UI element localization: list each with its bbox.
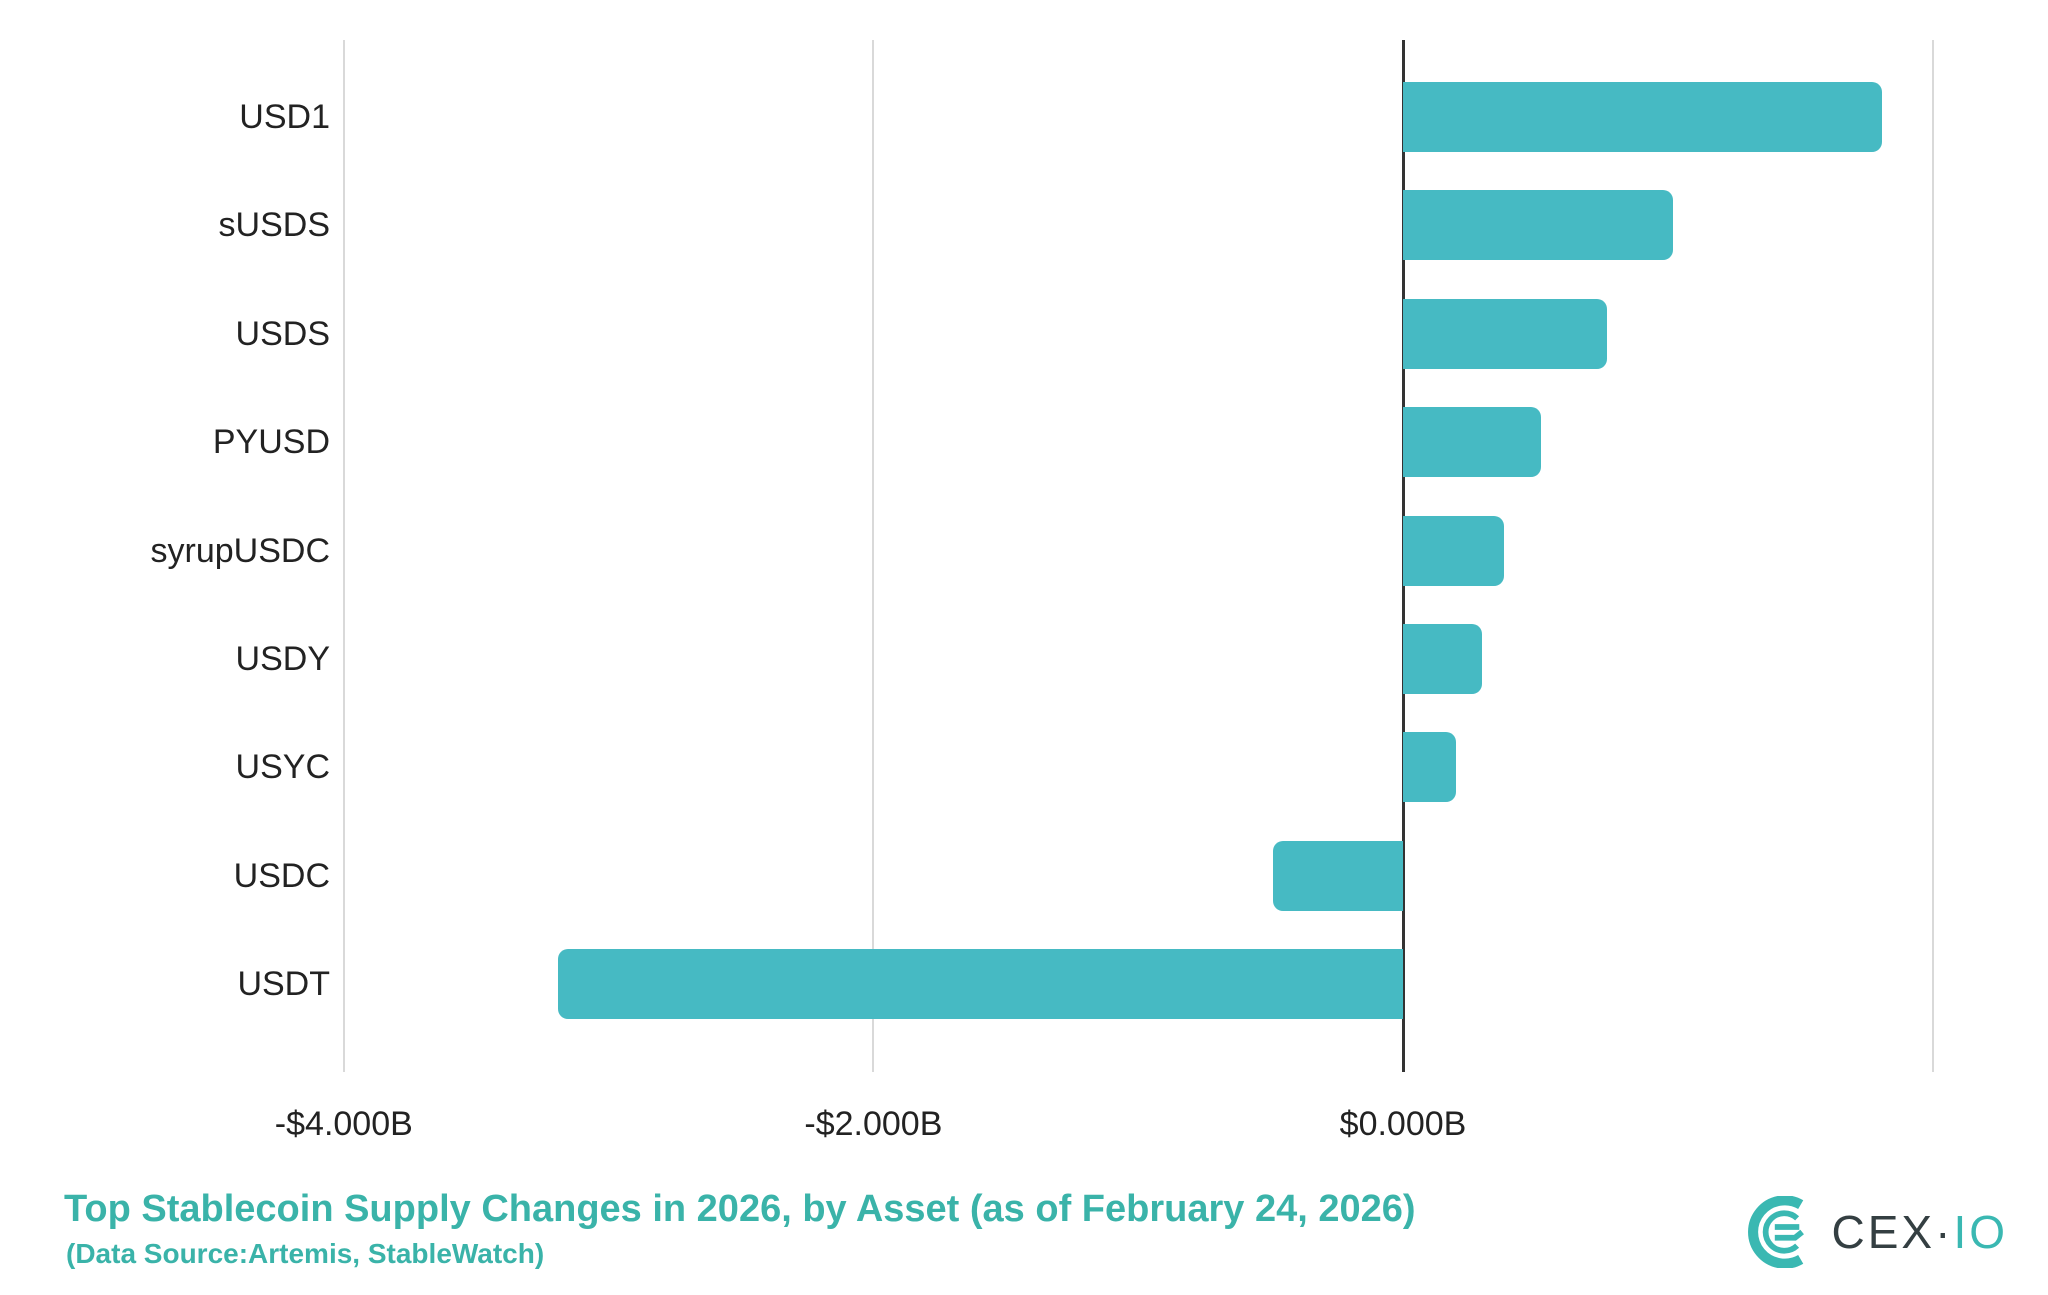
- chart-title: Top Stablecoin Supply Changes in 2026, b…: [64, 1188, 1416, 1230]
- cexio-logo-text: CEX·IO: [1832, 1205, 2008, 1259]
- cexio-logo-text-io: IO: [1953, 1206, 2008, 1258]
- category-label-usd1: USD1: [239, 98, 330, 136]
- gridline--4b: [342, 40, 345, 1072]
- category-label-syrupusdc: syrupUSDC: [150, 531, 330, 570]
- category-label-usds: USDS: [235, 314, 330, 353]
- gridline--2b: [872, 40, 875, 1072]
- bar-usdt[interactable]: [558, 949, 1403, 1020]
- category-label-usyc: USYC: [235, 748, 330, 787]
- bar-usds[interactable]: [1403, 298, 1607, 369]
- bar-usdc[interactable]: [1273, 840, 1403, 911]
- bar-pyusd[interactable]: [1403, 407, 1541, 478]
- category-label-usdt: USDT: [237, 965, 330, 1004]
- bar-usd1[interactable]: [1403, 82, 1883, 152]
- category-label-susds: sUSDS: [218, 206, 330, 245]
- category-label-pyusd: PYUSD: [212, 423, 330, 462]
- x-tick-label-0b: $0.000B: [1339, 1105, 1467, 1143]
- x-tick-label--4b: -$4.000B: [274, 1105, 413, 1143]
- bar-usyc[interactable]: [1403, 732, 1456, 803]
- cexio-logo-icon: [1746, 1196, 1818, 1268]
- category-label-usdy: USDY: [235, 640, 330, 678]
- x-tick-label--2b: -$2.000B: [804, 1105, 943, 1143]
- gridline-2b: [1931, 40, 1934, 1072]
- bar-syrupusdc[interactable]: [1403, 515, 1504, 586]
- category-label-usdc: USDC: [233, 856, 330, 895]
- cexio-logo: CEX·IO: [1746, 1196, 2008, 1268]
- bar-usdy[interactable]: [1403, 624, 1483, 694]
- cexio-logo-text-cex: CEX·: [1831, 1206, 1954, 1258]
- chart-data-source: (Data Source:Artemis, StableWatch): [66, 1238, 545, 1269]
- bar-susds[interactable]: [1403, 190, 1674, 261]
